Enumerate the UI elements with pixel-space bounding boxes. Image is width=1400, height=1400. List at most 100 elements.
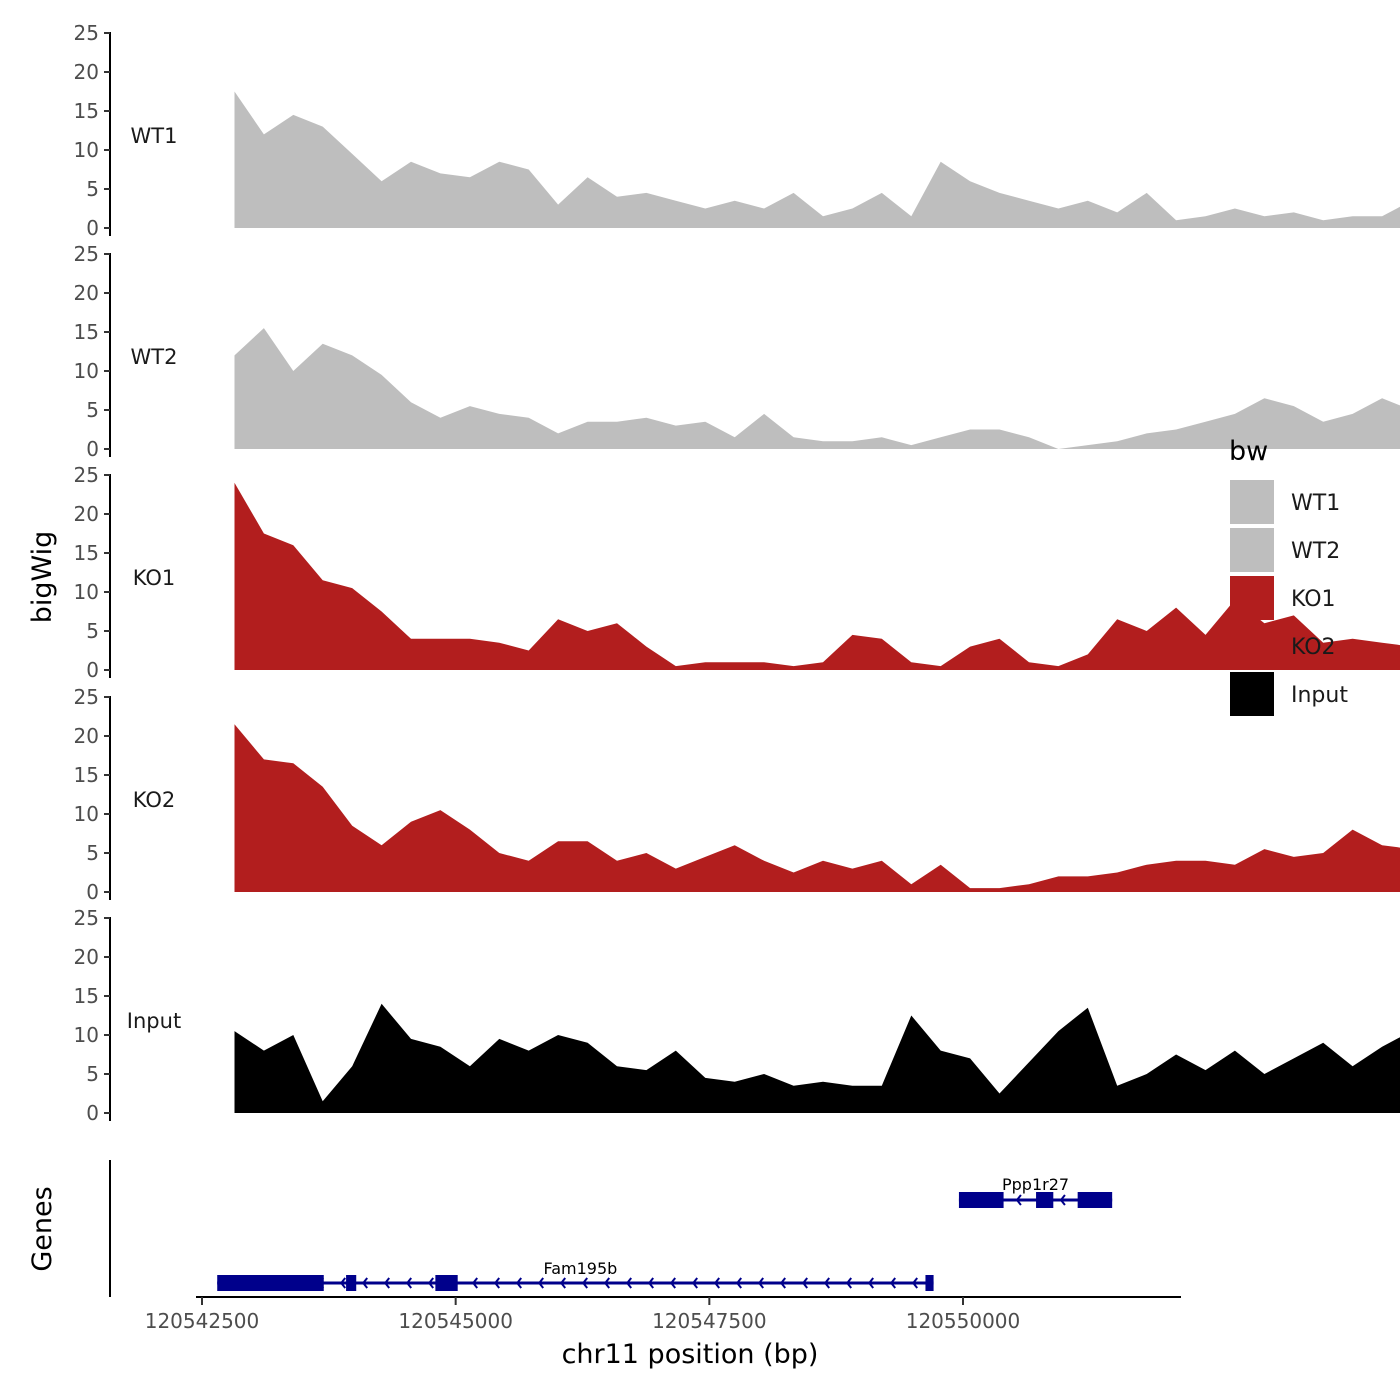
y-tick-label: 25 — [74, 906, 99, 930]
x-tick-label: 120542500 — [145, 1309, 260, 1333]
strand-arrow — [691, 1277, 699, 1289]
y-tick-label: 5 — [86, 1062, 99, 1086]
y-tick-label: 25 — [74, 685, 99, 709]
y-tick-label: 15 — [74, 763, 99, 787]
exon — [925, 1275, 934, 1291]
track-wt1: 0 5 10 15 20 25 WT1 — [74, 21, 1400, 240]
x-axis: 120542500 120545000 120547500 120550000 — [145, 1296, 1181, 1333]
strand-arrow — [537, 1277, 545, 1289]
strand-arrow — [493, 1277, 501, 1289]
y-tick-label: 20 — [74, 724, 99, 748]
gene-name-label: Ppp1r27 — [1002, 1175, 1069, 1194]
y-tick-label: 0 — [86, 658, 99, 682]
strand-arrow — [471, 1277, 479, 1289]
strand-arrow — [1059, 1194, 1066, 1206]
strand-arrow — [889, 1277, 897, 1289]
y-tick-label: 25 — [74, 242, 99, 266]
legend-entry-ko2: KO2 — [1230, 624, 1336, 668]
y-tick-label: 5 — [86, 841, 99, 865]
track-label-input: Input — [127, 1009, 181, 1033]
track-ko1: 0 5 10 15 20 25 KO1 — [74, 463, 1400, 682]
signal-area-wt1 — [234, 91, 1400, 228]
strand-arrow — [801, 1277, 809, 1289]
x-tick-label: 120545000 — [398, 1309, 513, 1333]
y-tick-label: 5 — [86, 177, 99, 201]
exon — [958, 1192, 1004, 1208]
signal-area-ko1 — [234, 482, 1400, 670]
gene-ppp1r27: Ppp1r27 — [958, 1175, 1113, 1208]
track-input: 0 5 10 15 20 25 Input — [74, 906, 1400, 1125]
track-label-ko1: KO1 — [133, 566, 176, 590]
y-tick-label: 10 — [74, 1023, 99, 1047]
strand-arrow — [581, 1277, 589, 1289]
genes-axis-title: Genes — [27, 1186, 58, 1271]
x-tick-label: 120547500 — [652, 1309, 767, 1333]
y-tick-label: 15 — [74, 99, 99, 123]
signal-area-ko2 — [234, 724, 1400, 892]
legend-label: WT2 — [1291, 539, 1340, 564]
legend-entry-input: Input — [1230, 672, 1348, 716]
y-tick-label: 10 — [74, 802, 99, 826]
y-axis-title: bigWig — [27, 531, 58, 624]
track-ko2: 0 5 10 15 20 25 KO2 — [74, 685, 1400, 904]
y-tick-label: 15 — [74, 984, 99, 1008]
strand-arrow — [427, 1277, 435, 1289]
signal-tracks: 0510152025WT10510152025WT20510152025KO10… — [74, 21, 1400, 1125]
legend-swatch — [1230, 576, 1274, 620]
legend-swatch — [1230, 480, 1274, 524]
y-tick-label: 0 — [86, 216, 99, 240]
legend-swatch — [1230, 528, 1274, 572]
y-tick-label: 0 — [86, 437, 99, 461]
strand-arrow — [361, 1277, 369, 1289]
y-tick-label: 20 — [74, 60, 99, 84]
x-axis-title: chr11 position (bp) — [562, 1339, 819, 1370]
legend: bw WT1 WT2 KO1 KO2 Input — [1229, 436, 1348, 716]
x-tick-label: 120550000 — [906, 1309, 1021, 1333]
y-tick-label: 0 — [86, 1101, 99, 1125]
track-label-ko2: KO2 — [133, 788, 176, 812]
legend-entry-wt2: WT2 — [1230, 528, 1340, 572]
strand-arrow — [515, 1277, 523, 1289]
strand-arrow — [713, 1277, 721, 1289]
gene-name-label: Fam195b — [543, 1259, 617, 1278]
strand-arrow — [867, 1277, 875, 1289]
track-label-wt2: WT2 — [131, 345, 178, 369]
legend-label: KO2 — [1291, 635, 1336, 660]
strand-arrow — [625, 1277, 633, 1289]
exon — [1036, 1192, 1054, 1208]
legend-title: bw — [1229, 436, 1268, 467]
strand-arrow — [735, 1277, 743, 1289]
signal-area-input — [234, 1003, 1400, 1113]
legend-label: KO1 — [1291, 587, 1336, 612]
y-tick-label: 0 — [86, 880, 99, 904]
strand-arrow — [405, 1277, 413, 1289]
y-tick-label: 20 — [74, 502, 99, 526]
exon — [1077, 1192, 1113, 1208]
strand-arrow — [603, 1277, 611, 1289]
gene-track: Ppp1r27 Fam195b — [109, 1160, 1113, 1297]
legend-swatch — [1230, 624, 1274, 668]
y-tick-label: 10 — [74, 138, 99, 162]
strand-arrow — [757, 1277, 765, 1289]
y-tick-label: 10 — [74, 359, 99, 383]
y-tick-label: 15 — [74, 320, 99, 344]
y-tick-label: 5 — [86, 619, 99, 643]
y-tick-label: 20 — [74, 281, 99, 305]
y-tick-label: 15 — [74, 541, 99, 565]
signal-area-wt2 — [234, 328, 1400, 449]
strand-arrow — [1015, 1194, 1022, 1206]
strand-arrow — [779, 1277, 787, 1289]
strand-arrow — [911, 1277, 919, 1289]
legend-entry-ko1: KO1 — [1230, 576, 1336, 620]
strand-arrow — [647, 1277, 655, 1289]
legend-label: WT1 — [1291, 491, 1340, 516]
y-tick-label: 10 — [74, 580, 99, 604]
exon — [346, 1275, 357, 1291]
gene-fam195b: Fam195b — [217, 1259, 934, 1291]
y-tick-label: 25 — [74, 463, 99, 487]
y-tick-label: 20 — [74, 945, 99, 969]
strand-arrow — [823, 1277, 831, 1289]
exon — [435, 1275, 458, 1291]
strand-arrow — [845, 1277, 853, 1289]
